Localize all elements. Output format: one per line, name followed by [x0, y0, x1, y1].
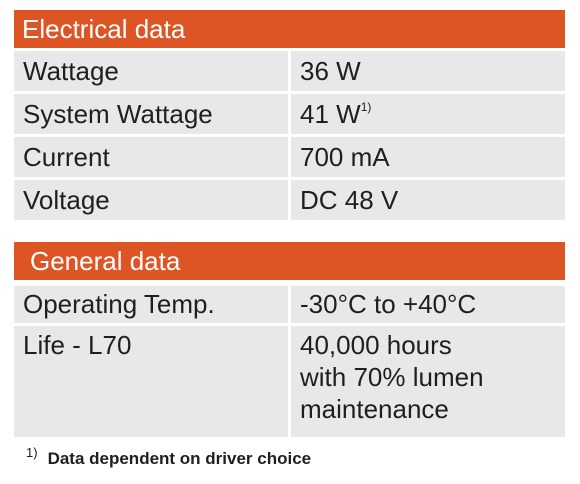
table-row: Current 700 mA: [14, 137, 565, 177]
life-label: Life - L70: [14, 326, 288, 437]
general-data-table: Operating Temp. -30°C to +40°C Life - L7…: [14, 283, 565, 440]
general-data-header: General data: [14, 242, 565, 280]
wattage-value: 36 W: [288, 51, 565, 91]
operating-temp-value: -30°C to +40°C: [288, 286, 565, 323]
table-row: Voltage DC 48 V: [14, 180, 565, 220]
table-row: Life - L70 40,000 hours with 70% lumen m…: [14, 326, 565, 437]
life-value-line: maintenance: [300, 394, 449, 424]
system-wattage-label: System Wattage: [14, 94, 288, 134]
footnote: 1) Data dependent on driver choice: [26, 446, 312, 469]
system-wattage-cell: 41 W1): [288, 94, 565, 134]
footnote-mark: 1): [26, 445, 38, 460]
table-row: Wattage 36 W: [14, 51, 565, 91]
electrical-data-table: Wattage 36 W System Wattage 41 W1) Curre…: [14, 48, 565, 223]
life-value-line: with 70% lumen: [300, 362, 484, 392]
electrical-data-title: Electrical data: [22, 14, 186, 44]
wattage-label: Wattage: [14, 51, 288, 91]
life-value-line: 40,000 hours: [300, 330, 452, 360]
system-wattage-value: 41 W: [300, 99, 361, 129]
general-data-title: General data: [30, 246, 181, 276]
voltage-value: DC 48 V: [288, 180, 565, 220]
operating-temp-label: Operating Temp.: [14, 286, 288, 323]
footnote-text: Data dependent on driver choice: [47, 449, 312, 468]
life-value: 40,000 hours with 70% lumen maintenance: [288, 326, 565, 437]
current-value: 700 mA: [288, 137, 565, 177]
electrical-data-header: Electrical data: [14, 10, 565, 48]
table-row: Operating Temp. -30°C to +40°C: [14, 286, 565, 323]
table-row: System Wattage 41 W1): [14, 94, 565, 134]
voltage-label: Voltage: [14, 180, 288, 220]
footnote-reference: 1): [360, 100, 372, 114]
current-label: Current: [14, 137, 288, 177]
